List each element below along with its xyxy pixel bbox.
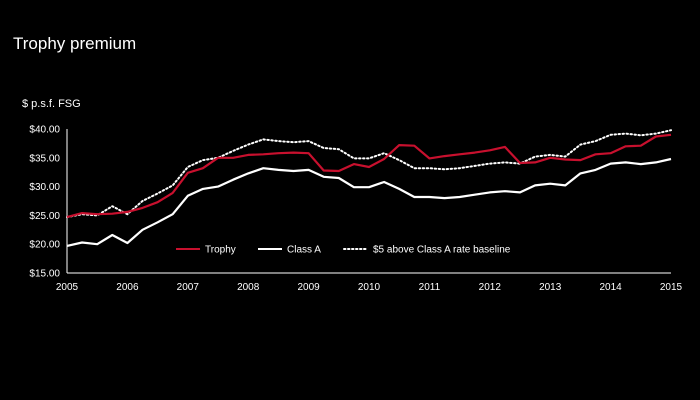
series-lines — [66, 129, 672, 247]
y-tick-labels: $15.00 $20.00 $25.00 $30.00 $35.00 $40.00 — [29, 125, 60, 280]
legend-label: Class A — [287, 245, 321, 256]
series-line-baseline — [66, 129, 672, 219]
x-tick-label: 2013 — [539, 282, 562, 293]
legend-label: $5 above Class A rate baseline — [373, 245, 511, 256]
x-tick-label: 2005 — [56, 282, 79, 293]
y-tick-label: $30.00 — [29, 182, 60, 193]
x-tick-label: 2006 — [116, 282, 139, 293]
legend-label: Trophy — [205, 245, 236, 256]
y-tick-label: $25.00 — [29, 211, 60, 222]
x-tick-label: 2011 — [419, 282, 441, 293]
axes — [66, 129, 671, 274]
legend: Trophy Class A $5 above Class A rate basel… — [176, 245, 511, 256]
chart-title: Trophy premium — [13, 34, 137, 53]
y-tick-label: $20.00 — [29, 240, 60, 251]
series-line-trophy — [66, 133, 672, 219]
series-line-class-a — [66, 157, 672, 247]
x-tick-label: 2014 — [599, 282, 622, 293]
x-tick-labels: 2005 2006 2007 2008 2009 2010 2011 2012 2013 2014… — [56, 282, 683, 293]
y-tick-label: $15.00 — [29, 269, 60, 280]
y-tick-label: $35.00 — [29, 153, 60, 164]
x-tick-label: 2009 — [297, 282, 320, 293]
x-tick-label: 2015 — [660, 282, 683, 293]
y-axis-unit-label: $ p.s.f. FSG — [22, 98, 81, 110]
x-tick-label: 2007 — [177, 282, 200, 293]
y-tick-label: $40.00 — [29, 125, 60, 136]
x-tick-label: 2008 — [237, 282, 260, 293]
x-tick-label: 2010 — [358, 282, 381, 293]
x-tick-label: 2012 — [479, 282, 502, 293]
